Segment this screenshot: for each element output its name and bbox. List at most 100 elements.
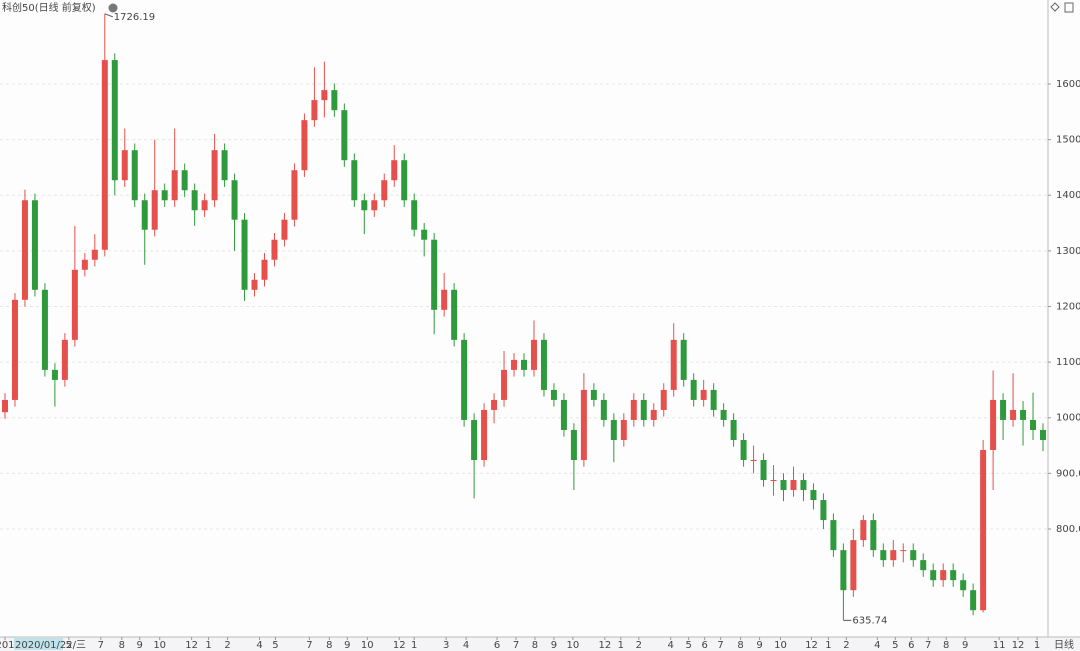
x-tick-label: 12 bbox=[185, 640, 198, 651]
panel-icon[interactable] bbox=[1064, 2, 1074, 13]
candle-body bbox=[630, 399, 637, 420]
candle-body bbox=[351, 160, 358, 201]
candle-body bbox=[620, 419, 627, 440]
candle-body bbox=[241, 219, 248, 290]
crosshair-box bbox=[14, 638, 63, 650]
candle-body bbox=[131, 150, 138, 201]
candle-body bbox=[201, 200, 208, 211]
x-tick-label: 10 bbox=[361, 640, 374, 651]
candle-body bbox=[820, 500, 827, 521]
candle-body bbox=[291, 170, 298, 220]
candle-body bbox=[660, 389, 667, 410]
candle-body bbox=[720, 409, 727, 420]
min-label: 635.74 bbox=[852, 615, 887, 626]
x-tick-label: 5 bbox=[272, 640, 278, 651]
y-tick-label: 1000 bbox=[1056, 413, 1080, 424]
candle-body bbox=[111, 60, 118, 181]
diamond-icon[interactable] bbox=[1050, 2, 1060, 12]
x-tick-label: 8 bbox=[737, 640, 743, 651]
candle-body bbox=[580, 389, 587, 461]
y-tick-label: 1300 bbox=[1056, 246, 1080, 257]
x-tick-label: 1 bbox=[618, 640, 624, 651]
candle-body bbox=[1010, 409, 1017, 420]
x-tick-label: 7 bbox=[925, 640, 931, 651]
y-tick-label: 1600 bbox=[1056, 79, 1080, 90]
candle-body bbox=[1000, 399, 1007, 420]
candle-body bbox=[830, 520, 837, 551]
candle-body bbox=[730, 419, 737, 440]
x-tick-label: 9 bbox=[756, 640, 762, 651]
candle-body bbox=[540, 339, 547, 390]
candle-body bbox=[261, 259, 268, 280]
candle-body bbox=[51, 369, 58, 380]
candle-body bbox=[471, 419, 478, 461]
candle-body bbox=[41, 289, 48, 370]
candle-body bbox=[191, 190, 198, 211]
candle-body bbox=[670, 339, 677, 390]
x-tick-label: 9 bbox=[962, 640, 968, 651]
candle-body bbox=[950, 570, 957, 581]
candle-body bbox=[331, 90, 338, 111]
candle-body bbox=[391, 160, 398, 181]
candle-body bbox=[21, 200, 28, 300]
candle-body bbox=[750, 460, 757, 462]
x-tick-label: 10 bbox=[153, 640, 166, 651]
candle-body bbox=[451, 289, 458, 340]
candle-body bbox=[590, 389, 597, 400]
candle-body bbox=[860, 520, 867, 541]
candle-body bbox=[511, 359, 518, 370]
x-tick-label: 8 bbox=[119, 640, 125, 651]
candle-body bbox=[530, 339, 537, 370]
candle-body bbox=[850, 540, 857, 591]
candle-body bbox=[281, 219, 288, 240]
candle-body bbox=[71, 269, 78, 340]
candle-body bbox=[81, 259, 88, 270]
x-tick-label: 9 bbox=[551, 640, 557, 651]
candle-body bbox=[870, 520, 877, 551]
x-tick-label: 4 bbox=[256, 640, 262, 651]
x-tick-label: 1 bbox=[411, 640, 417, 651]
max-pointer bbox=[104, 13, 113, 18]
x-tick-label: 6 bbox=[494, 640, 500, 651]
candle-body bbox=[431, 239, 438, 310]
x-tick-label: 6 bbox=[701, 640, 707, 651]
x-tick-label: 10 bbox=[774, 640, 787, 651]
candle-body bbox=[800, 480, 807, 491]
x-tick-label: 8 bbox=[943, 640, 949, 651]
candle-body bbox=[211, 150, 218, 201]
y-tick-label: 900.0 bbox=[1056, 468, 1080, 479]
candle-body bbox=[151, 190, 158, 230]
candle-body bbox=[780, 480, 787, 491]
x-tick-label: 12 bbox=[393, 640, 406, 651]
candle-body bbox=[700, 389, 707, 400]
candle-body bbox=[910, 550, 917, 561]
settings-icon[interactable] bbox=[108, 3, 118, 13]
candle-body bbox=[740, 439, 747, 461]
candle-body bbox=[121, 150, 128, 181]
x-tick-label: 12 bbox=[598, 640, 611, 651]
candle-body bbox=[1020, 409, 1027, 420]
candle-body bbox=[810, 490, 817, 501]
candle-body bbox=[411, 200, 418, 230]
x-tick-label: 9 bbox=[137, 640, 143, 651]
candle-body bbox=[970, 590, 977, 611]
candle-body bbox=[760, 460, 767, 481]
x-tick-label: 10 bbox=[567, 640, 580, 651]
x-tick-label: 2 bbox=[636, 640, 642, 651]
candle-body bbox=[940, 570, 947, 581]
candle-body bbox=[790, 480, 797, 491]
y-tick-label: 1500 bbox=[1056, 135, 1080, 146]
candle-body bbox=[900, 550, 907, 552]
x-tick-label: 3 bbox=[443, 640, 449, 651]
candle-body bbox=[181, 170, 188, 191]
candle-body bbox=[401, 160, 408, 201]
x-tick-label: 1 bbox=[1034, 640, 1040, 651]
x-tick-label: 8 bbox=[532, 640, 538, 651]
candle-body bbox=[381, 180, 388, 201]
x-tick-label: 1 bbox=[825, 640, 831, 651]
candle-body bbox=[920, 560, 927, 571]
x-tick-label: 4 bbox=[668, 640, 674, 651]
candle-body bbox=[1030, 419, 1037, 430]
